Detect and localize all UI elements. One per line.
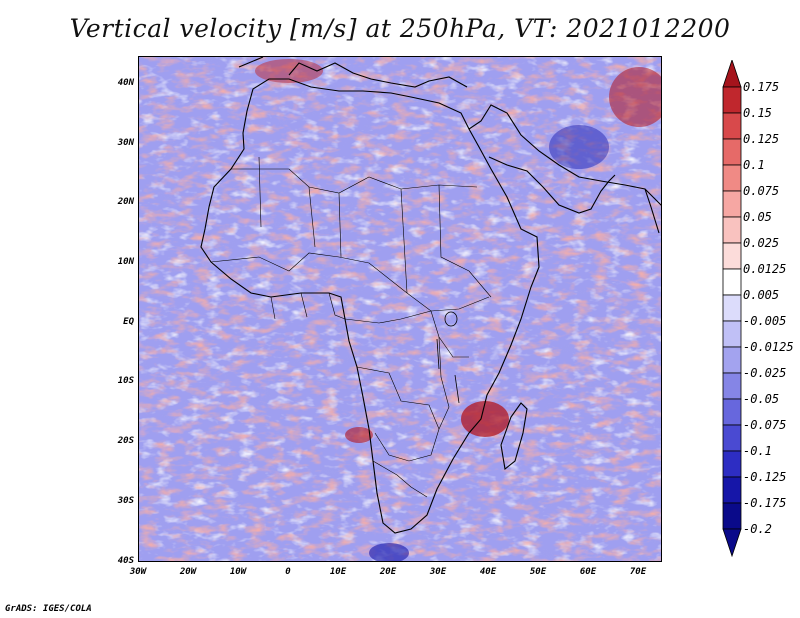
lat-label-20n: 20N [117,197,134,207]
updraft-core-mediterranean [255,59,323,83]
colorbar-swatch [722,372,742,400]
lake-tanganyika [436,338,440,370]
colorbar-label: 0.15 [743,106,772,120]
colorbar-label: -0.1 [743,444,772,458]
velocity-field [139,57,661,561]
colorbar-swatch [722,242,742,270]
lon-label-10e: 10E [329,567,347,577]
colorbar-swatch [722,320,742,348]
arabia-coastline [488,156,616,214]
colorbar-swatch [722,450,742,478]
lat-label-10n: 10N [117,257,134,267]
colorbar-swatch [722,346,742,374]
lon-label-40e: 40E [479,567,497,577]
colorbar-label: 0.005 [743,288,780,302]
colorbar-swatch [722,112,742,140]
lon-label-0: 0 [285,567,291,577]
coastlines [200,57,661,534]
updraft-core-mozambique [461,401,509,437]
lat-label-eq: EQ [123,317,134,327]
africa-coastline [200,78,540,534]
downdraft-core-south [369,543,409,561]
map-canvas [139,57,661,561]
lat-label-40n: 40N [117,78,134,88]
colorbar-arrow-top [722,60,742,88]
colorbar-label: 0.125 [743,132,780,146]
india-coastline [644,188,660,234]
lakes [436,311,460,404]
colorbar-label: -0.2 [743,522,772,536]
lat-label-20s: 20S [117,436,134,446]
grads-credit: GrADS: IGES/COLA [5,604,92,614]
colorbar-label: -0.025 [743,366,787,380]
lake-victoria [444,311,458,327]
lon-label-20e: 20E [379,567,397,577]
lat-label-40s: 40S [117,556,134,566]
colorbar-swatch [722,294,742,322]
lon-label-50e: 50E [529,567,547,577]
lake-malawi [454,374,460,404]
colorbar-swatch [722,502,742,530]
colorbar-swatch [722,190,742,218]
lat-label-30s: 30S [117,496,134,506]
colorbar-swatch [722,424,742,452]
lon-label-10w: 10W [229,567,247,577]
colorbar-swatch [722,164,742,192]
colorbar-swatch [722,398,742,426]
madagascar-coastline [500,402,528,471]
colorbar-swatch [722,86,742,114]
colorbar-label: 0.075 [743,184,780,198]
colorbar-label: 0.0125 [743,262,787,276]
colorbar-label: -0.05 [743,392,780,406]
lon-label-70e: 70E [629,567,647,577]
europe-coastline [238,57,468,88]
updraft-core-himalaya [609,67,661,127]
updraft-core-angola [345,427,373,443]
lon-label-60e: 60E [579,567,597,577]
map-panel [138,56,662,562]
colorbar-swatch [722,138,742,166]
colorbar-label: 0.175 [743,80,780,94]
lon-label-20w: 20W [179,567,197,577]
colorbar-swatch [722,268,742,296]
lon-label-30e: 30E [429,567,447,577]
asia-coastline [468,104,661,206]
lon-label-30w: 30W [129,567,147,577]
colorbar-label: -0.125 [743,470,787,484]
colorbar-arrow-bottom [722,528,742,557]
colorbar-label: 0.05 [743,210,772,224]
lat-label-30n: 30N [117,138,134,148]
colorbar-label: -0.075 [743,418,787,432]
downdraft-core-iran [549,125,609,169]
colorbar-swatch [722,476,742,504]
colorbar [722,60,742,557]
lat-label-10s: 10S [117,376,134,386]
colorbar-swatch [722,216,742,244]
colorbar-label: -0.0125 [743,340,794,354]
colorbar-label: -0.005 [743,314,787,328]
colorbar-label: -0.175 [743,496,787,510]
country-borders [210,156,492,498]
colorbar-label: 0.025 [743,236,780,250]
chart-title: Vertical velocity [m/s] at 250hPa, VT: 2… [69,14,731,43]
colorbar-label: 0.1 [743,158,765,172]
